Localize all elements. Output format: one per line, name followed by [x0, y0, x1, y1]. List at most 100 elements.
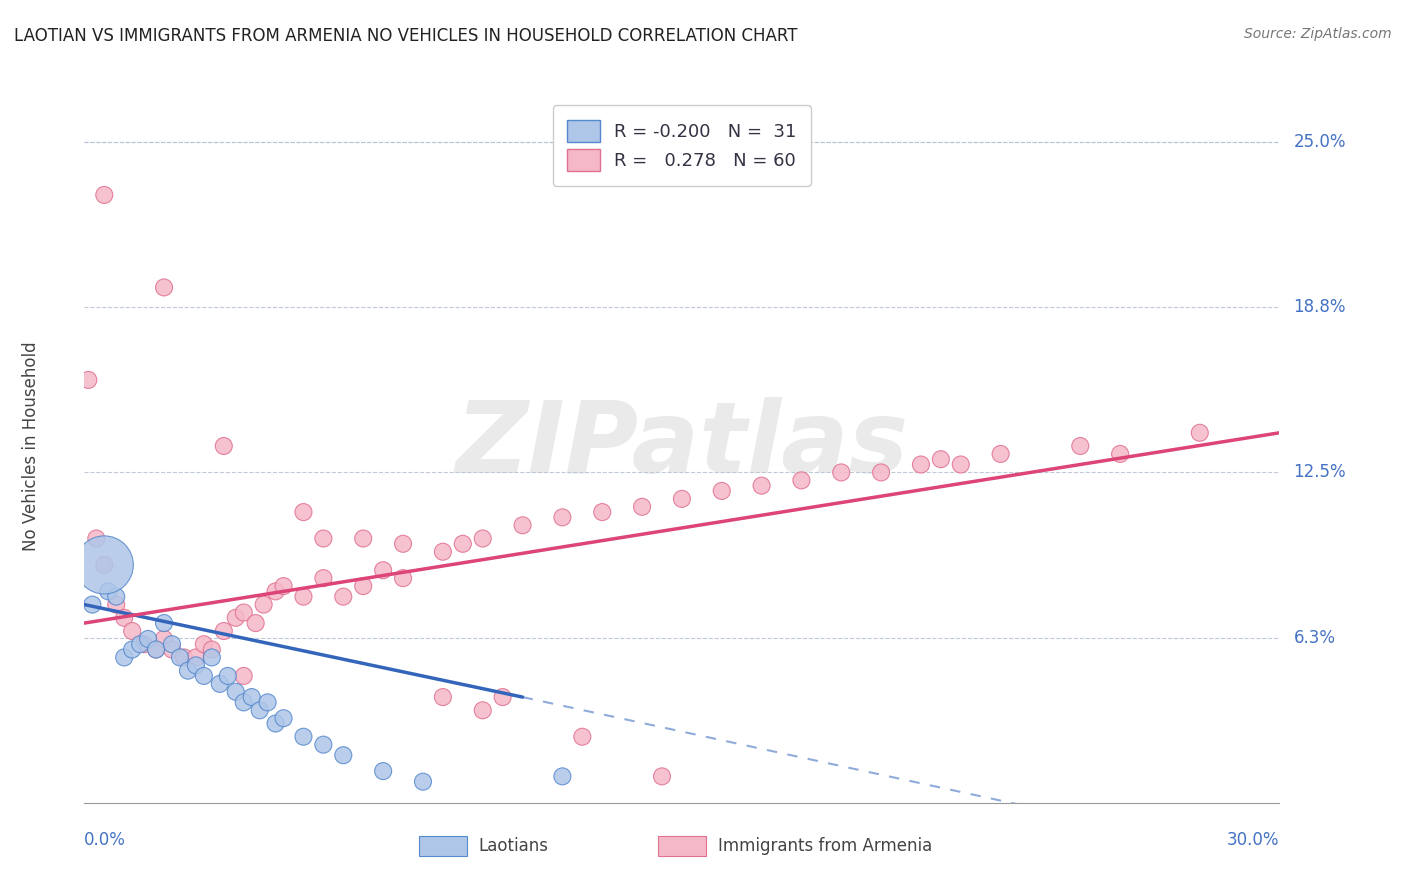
Point: [332, 590, 354, 604]
Point: [264, 716, 287, 731]
Point: [929, 452, 952, 467]
Text: 18.8%: 18.8%: [1294, 298, 1346, 317]
Point: [232, 669, 254, 683]
Point: [82, 598, 104, 612]
Point: [830, 466, 852, 480]
FancyBboxPatch shape: [658, 837, 706, 856]
Point: [292, 505, 315, 519]
Point: [208, 677, 231, 691]
Text: Laotians: Laotians: [478, 838, 548, 855]
Point: [312, 738, 335, 752]
Point: [184, 658, 207, 673]
Point: [160, 642, 183, 657]
Point: [551, 769, 574, 783]
FancyBboxPatch shape: [419, 837, 467, 856]
Point: [631, 500, 654, 514]
Point: [292, 730, 315, 744]
Text: Immigrants from Armenia: Immigrants from Armenia: [718, 838, 932, 855]
Point: [651, 769, 673, 783]
Point: [1069, 439, 1091, 453]
Point: [264, 584, 287, 599]
Point: [352, 532, 374, 546]
Point: [97, 584, 120, 599]
Text: ZIPatlas: ZIPatlas: [456, 398, 908, 494]
Point: [201, 642, 224, 657]
Point: [710, 483, 733, 498]
Point: [132, 637, 156, 651]
Point: [77, 373, 100, 387]
Text: 25.0%: 25.0%: [1294, 133, 1346, 151]
Point: [312, 571, 335, 585]
Point: [1188, 425, 1211, 440]
Point: [153, 616, 176, 631]
Point: [121, 642, 143, 657]
Point: [173, 650, 195, 665]
Point: [232, 695, 254, 709]
Point: [910, 458, 932, 472]
Point: [153, 632, 176, 646]
Point: [240, 690, 263, 704]
Point: [201, 650, 224, 665]
Point: [492, 690, 515, 704]
Point: [312, 532, 335, 546]
Point: [86, 532, 108, 546]
Point: [751, 478, 773, 492]
Point: [551, 510, 574, 524]
Point: [225, 685, 247, 699]
Text: 30.0%: 30.0%: [1227, 831, 1279, 849]
Point: [591, 505, 613, 519]
Point: [145, 642, 167, 657]
Point: [136, 632, 159, 646]
Text: No Vehicles in Household: No Vehicles in Household: [21, 341, 39, 551]
Point: [371, 563, 394, 577]
Point: [145, 642, 167, 657]
Point: [105, 590, 128, 604]
Point: [432, 690, 454, 704]
Point: [193, 669, 215, 683]
Point: [471, 703, 494, 717]
Point: [93, 558, 115, 572]
Point: [217, 669, 239, 683]
Text: 6.3%: 6.3%: [1294, 629, 1336, 647]
Point: [371, 764, 394, 778]
Point: [105, 598, 128, 612]
Point: [571, 730, 593, 744]
Point: [184, 650, 207, 665]
Point: [451, 537, 474, 551]
Point: [153, 280, 176, 294]
Point: [292, 590, 315, 604]
Point: [212, 624, 235, 638]
Point: [273, 579, 295, 593]
Point: [949, 458, 972, 472]
Point: [245, 616, 267, 631]
Point: [512, 518, 534, 533]
Point: [232, 606, 254, 620]
Point: [177, 664, 200, 678]
Point: [160, 637, 183, 651]
Point: [332, 748, 354, 763]
Point: [253, 598, 276, 612]
Point: [432, 545, 454, 559]
Point: [212, 439, 235, 453]
Point: [193, 637, 215, 651]
Point: [225, 611, 247, 625]
Point: [790, 474, 813, 488]
Point: [671, 491, 693, 506]
Point: [121, 624, 143, 638]
Point: [412, 774, 434, 789]
Point: [169, 650, 191, 665]
Point: [392, 571, 415, 585]
Point: [273, 711, 295, 725]
Text: Source: ZipAtlas.com: Source: ZipAtlas.com: [1244, 27, 1392, 41]
Point: [990, 447, 1012, 461]
Point: [112, 650, 135, 665]
Point: [249, 703, 271, 717]
Point: [129, 637, 152, 651]
Text: 0.0%: 0.0%: [84, 831, 127, 849]
Text: LAOTIAN VS IMMIGRANTS FROM ARMENIA NO VEHICLES IN HOUSEHOLD CORRELATION CHART: LAOTIAN VS IMMIGRANTS FROM ARMENIA NO VE…: [14, 27, 797, 45]
Point: [112, 611, 135, 625]
Point: [870, 466, 893, 480]
Text: 12.5%: 12.5%: [1294, 464, 1346, 482]
Point: [471, 532, 494, 546]
Point: [1109, 447, 1132, 461]
